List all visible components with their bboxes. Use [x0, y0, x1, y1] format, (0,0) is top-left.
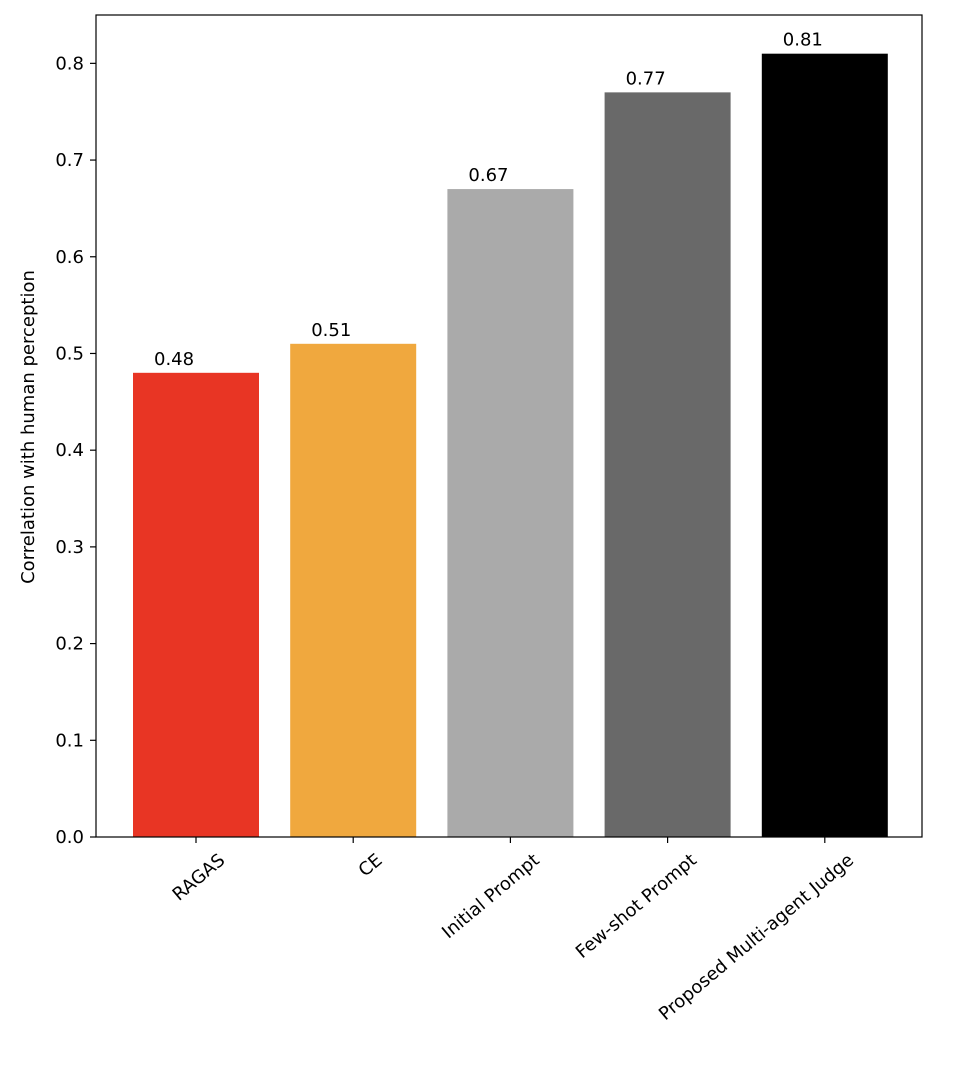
- bar-value-label: 0.51: [311, 320, 351, 341]
- bar-value-label: 0.77: [626, 68, 666, 89]
- bar: [447, 189, 574, 838]
- bar-value-label: 0.48: [154, 349, 194, 370]
- bars-layer: [133, 53, 888, 838]
- x-axis: RAGAS CE Initial Prompt Few-shot PromptProp…: [169, 837, 858, 1025]
- y-axis: 0.0 0.1 0.2 0.3 0.4 0.5 0.6 0.7 0.8: [55, 53, 96, 848]
- y-tick-label: 0.8: [55, 53, 84, 74]
- value-labels-layer: 0.48 0.51 0.67 0.77 0.81: [154, 30, 823, 370]
- y-axis-title: Correlation with human perception: [18, 270, 39, 584]
- bar-value-label: 0.67: [468, 165, 508, 186]
- y-tick-label: 0.1: [55, 730, 84, 751]
- y-tick-label: 0.7: [55, 150, 84, 171]
- y-tick-label: 0.0: [55, 827, 84, 848]
- x-tick-label: Initial Prompt: [438, 850, 544, 943]
- bar: [761, 53, 888, 837]
- y-tick-label: 0.4: [55, 440, 84, 461]
- y-tick-label: 0.2: [55, 634, 84, 655]
- x-tick-label: Few-shot Prompt: [572, 850, 701, 963]
- y-tick-label: 0.3: [55, 537, 84, 558]
- x-tick-label: CE: [355, 850, 387, 881]
- x-tick-label: RAGAS: [169, 850, 230, 906]
- y-tick-label: 0.6: [55, 247, 84, 268]
- bar: [604, 92, 731, 838]
- plot-frame: [95, 14, 923, 838]
- bar-value-label: 0.81: [783, 30, 823, 51]
- bar: [290, 343, 417, 837]
- bar: [133, 372, 259, 837]
- y-tick-label: 0.5: [55, 343, 84, 364]
